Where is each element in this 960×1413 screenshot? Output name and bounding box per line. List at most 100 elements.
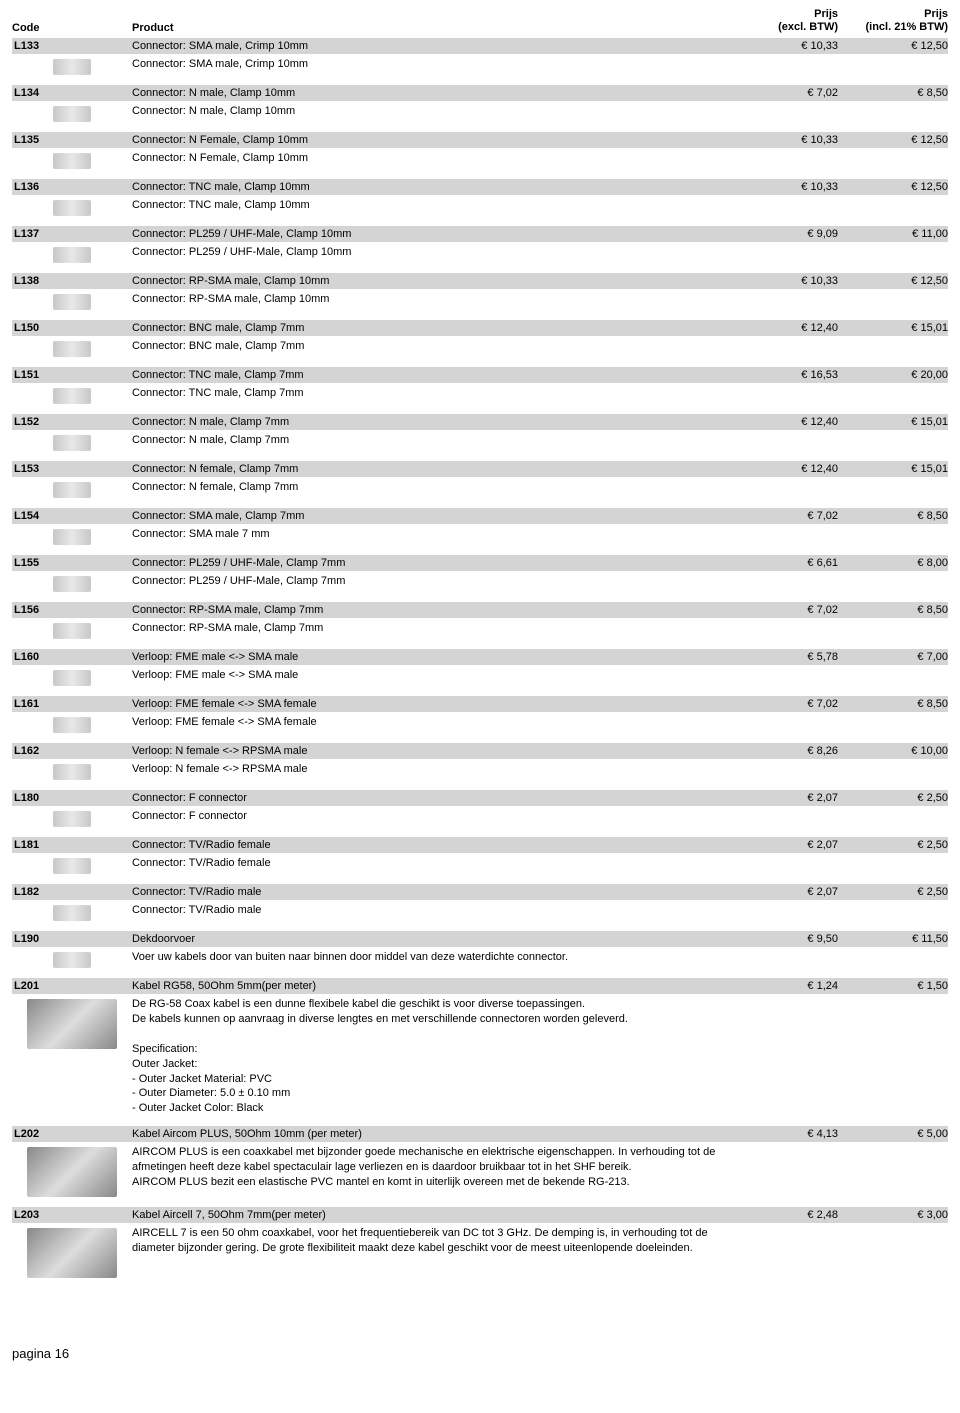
cell-code: L182 xyxy=(12,886,132,898)
product-row: L160Verloop: FME male <-> SMA male€ 5,78… xyxy=(12,649,948,665)
thumb-placeholder-icon xyxy=(53,858,91,874)
cell-price-incl: € 11,00 xyxy=(838,228,948,240)
cell-name: Connector: PL259 / UHF-Male, Clamp 10mm xyxy=(132,228,748,240)
thumb-placeholder-icon xyxy=(53,952,91,968)
cell-code: L150 xyxy=(12,322,132,334)
cell-code: L160 xyxy=(12,651,132,663)
cell-price-excl: € 10,33 xyxy=(748,134,838,146)
product-row: L138Connector: RP-SMA male, Clamp 10mm€ … xyxy=(12,273,948,289)
cell-desc: Connector: N female, Clamp 7mm xyxy=(132,480,948,498)
product-row: L155Connector: PL259 / UHF-Male, Clamp 7… xyxy=(12,555,948,571)
cell-code: L161 xyxy=(12,698,132,710)
cell-price-incl: € 8,50 xyxy=(838,698,948,710)
desc-row: Connector: TNC male, Clamp 10mm xyxy=(12,195,948,224)
product-thumb xyxy=(12,527,132,545)
product-row: L161Verloop: FME female <-> SMA female€ … xyxy=(12,696,948,712)
cell-price-incl: € 1,50 xyxy=(838,980,948,992)
cell-price-incl: € 7,00 xyxy=(838,651,948,663)
desc-row: Connector: TNC male, Clamp 7mm xyxy=(12,383,948,412)
cell-desc: Verloop: N female <-> RPSMA male xyxy=(132,762,948,780)
hdr-code: Code xyxy=(12,22,132,34)
cell-name: Connector: RP-SMA male, Clamp 10mm xyxy=(132,275,748,287)
cell-price-incl: € 8,50 xyxy=(838,604,948,616)
product-thumb xyxy=(12,1145,132,1197)
product-row: L156Connector: RP-SMA male, Clamp 7mm€ 7… xyxy=(12,602,948,618)
product-thumb xyxy=(12,245,132,263)
cell-name: Connector: PL259 / UHF-Male, Clamp 7mm xyxy=(132,557,748,569)
cell-price-incl: € 3,00 xyxy=(838,1209,948,1221)
cell-price-incl: € 8,50 xyxy=(838,87,948,99)
product-thumb xyxy=(12,292,132,310)
cell-price-incl: € 2,50 xyxy=(838,886,948,898)
cell-code: L137 xyxy=(12,228,132,240)
cell-desc: Voer uw kabels door van buiten naar binn… xyxy=(132,950,948,968)
product-row: L182Connector: TV/Radio male€ 2,07€ 2,50 xyxy=(12,884,948,900)
desc-row: Voer uw kabels door van buiten naar binn… xyxy=(12,947,948,976)
cell-price-excl: € 4,13 xyxy=(748,1128,838,1140)
cell-name: Verloop: N female <-> RPSMA male xyxy=(132,745,748,757)
cell-price-excl: € 8,26 xyxy=(748,745,838,757)
product-thumb xyxy=(12,480,132,498)
product-row: L153Connector: N female, Clamp 7mm€ 12,4… xyxy=(12,461,948,477)
cell-price-incl: € 2,50 xyxy=(838,839,948,851)
thumb-placeholder-icon xyxy=(27,1228,117,1278)
cell-price-incl: € 20,00 xyxy=(838,369,948,381)
cell-price-excl: € 12,40 xyxy=(748,463,838,475)
cell-price-incl: € 8,00 xyxy=(838,557,948,569)
thumb-placeholder-icon xyxy=(53,106,91,122)
thumb-placeholder-icon xyxy=(53,388,91,404)
cell-price-excl: € 9,09 xyxy=(748,228,838,240)
product-thumb xyxy=(12,621,132,639)
cell-price-excl: € 6,61 xyxy=(748,557,838,569)
cell-desc: Connector: TV/Radio male xyxy=(132,903,948,921)
product-row: L202Kabel Aircom PLUS, 50Ohm 10mm (per m… xyxy=(12,1126,948,1142)
thumb-placeholder-icon xyxy=(53,153,91,169)
cell-price-excl: € 7,02 xyxy=(748,87,838,99)
cell-desc: Connector: TNC male, Clamp 7mm xyxy=(132,386,948,404)
cell-code: L201 xyxy=(12,980,132,992)
desc-row: Connector: TV/Radio male xyxy=(12,900,948,929)
cell-name: Kabel Aircom PLUS, 50Ohm 10mm (per meter… xyxy=(132,1128,748,1140)
thumb-placeholder-icon xyxy=(53,764,91,780)
thumb-placeholder-icon xyxy=(53,341,91,357)
cell-desc: Connector: PL259 / UHF-Male, Clamp 10mm xyxy=(132,245,948,263)
cell-code: L180 xyxy=(12,792,132,804)
cell-name: Connector: N male, Clamp 7mm xyxy=(132,416,748,428)
cell-name: Connector: TV/Radio male xyxy=(132,886,748,898)
cell-price-excl: € 2,07 xyxy=(748,886,838,898)
cell-price-incl: € 2,50 xyxy=(838,792,948,804)
product-thumb xyxy=(12,809,132,827)
cell-name: Connector: N male, Clamp 10mm xyxy=(132,87,748,99)
cell-code: L156 xyxy=(12,604,132,616)
cell-code: L135 xyxy=(12,134,132,146)
cell-price-excl: € 5,78 xyxy=(748,651,838,663)
cell-desc: Connector: PL259 / UHF-Male, Clamp 7mm xyxy=(132,574,948,592)
product-thumb xyxy=(12,198,132,216)
cell-price-excl: € 10,33 xyxy=(748,275,838,287)
desc-row: Verloop: FME male <-> SMA male xyxy=(12,665,948,694)
cell-price-incl: € 12,50 xyxy=(838,275,948,287)
thumb-placeholder-icon xyxy=(53,811,91,827)
cell-code: L151 xyxy=(12,369,132,381)
cell-desc: Connector: F connector xyxy=(132,809,948,827)
product-row: L152Connector: N male, Clamp 7mm€ 12,40€… xyxy=(12,414,948,430)
desc-row: Connector: SMA male 7 mm xyxy=(12,524,948,553)
hdr-price-incl: Prijs (incl. 21% BTW) xyxy=(838,8,948,34)
cell-price-incl: € 12,50 xyxy=(838,181,948,193)
cell-code: L133 xyxy=(12,40,132,52)
cell-desc: Connector: RP-SMA male, Clamp 10mm xyxy=(132,292,948,310)
cell-name: Dekdoorvoer xyxy=(132,933,748,945)
cell-name: Connector: BNC male, Clamp 7mm xyxy=(132,322,748,334)
product-thumb xyxy=(12,762,132,780)
cell-price-incl: € 15,01 xyxy=(838,416,948,428)
cell-desc: Connector: RP-SMA male, Clamp 7mm xyxy=(132,621,948,639)
cell-price-excl: € 7,02 xyxy=(748,604,838,616)
hdr-price-excl: Prijs (excl. BTW) xyxy=(748,8,838,34)
cell-name: Connector: N female, Clamp 7mm xyxy=(132,463,748,475)
desc-row: Connector: N male, Clamp 7mm xyxy=(12,430,948,459)
cell-desc: Verloop: FME female <-> SMA female xyxy=(132,715,948,733)
table-header: Code Product Prijs (excl. BTW) Prijs (in… xyxy=(12,8,948,34)
desc-row: Connector: RP-SMA male, Clamp 10mm xyxy=(12,289,948,318)
thumb-placeholder-icon xyxy=(53,623,91,639)
cell-price-excl: € 16,53 xyxy=(748,369,838,381)
